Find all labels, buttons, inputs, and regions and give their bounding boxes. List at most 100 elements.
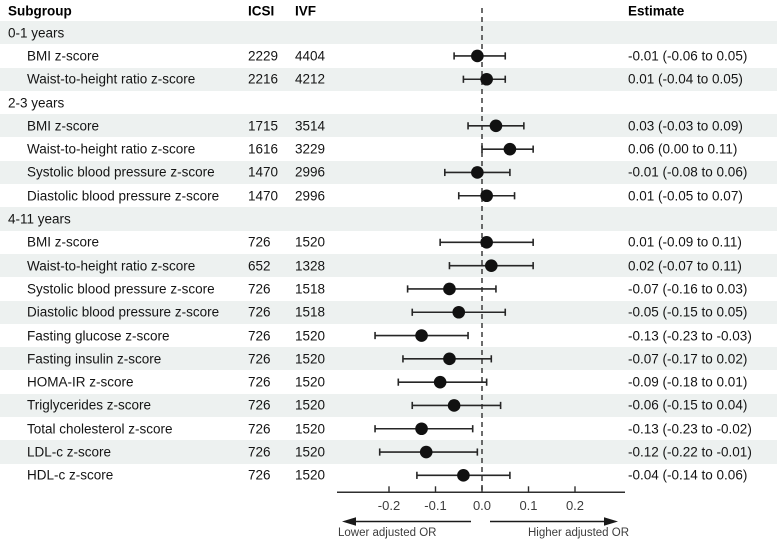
outcome-label: Waist-to-height ratio z-score (27, 258, 196, 274)
item-row: Waist-to-height ratio z-score 1616 3229 0.0… (0, 137, 777, 160)
section-row: 2-3 years (0, 91, 777, 114)
icsi-count: 1470 (248, 188, 279, 204)
ivf-count: 1328 (295, 258, 326, 274)
estimate-text: 0.06 (0.00 to 0.11) (628, 141, 738, 157)
outcome-label: Fasting insulin z-score (27, 351, 162, 367)
estimate-text: 0.01 (-0.05 to 0.07) (628, 188, 743, 204)
item-row: Waist-to-height ratio z-score 2216 4212 0.0… (0, 67, 777, 91)
outcome-label: LDL-c z-score (27, 444, 112, 460)
outcome-label: Systolic blood pressure z-score (27, 281, 215, 297)
outcome-label: Triglycerides z-score (27, 397, 152, 413)
estimate-text: -0.07 (-0.17 to 0.02) (628, 351, 748, 367)
column-header-ivf: IVF (295, 3, 317, 18)
icsi-count: 652 (248, 258, 271, 274)
icsi-count: 726 (248, 351, 271, 367)
ivf-count: 1520 (295, 397, 326, 413)
item-row: HDL-c z-score 726 1520 -0.04 (-0.14 to 0.06… (0, 464, 777, 487)
item-row: Systolic blood pressure z-score 726 1518 -0… (0, 277, 777, 300)
ivf-count: 3514 (295, 118, 326, 134)
icsi-count: 726 (248, 421, 271, 437)
item-row: Triglycerides z-score 726 1520 -0.06 (-0.15… (0, 393, 777, 418)
icsi-count: 726 (248, 304, 271, 320)
ivf-count: 1520 (295, 328, 326, 343)
outcome-label: Waist-to-height ratio z-score (27, 141, 196, 157)
outcome-label: HDL-c z-score (27, 467, 114, 483)
higher-direction-label: Higher adjusted OR (528, 527, 629, 539)
column-header-estimate: Estimate (628, 3, 685, 18)
outcome-label: Diastolic blood pressure z-score (27, 188, 220, 204)
ivf-count: 1520 (295, 467, 326, 483)
outcome-label: BMI z-score (27, 118, 100, 134)
icsi-count: 2216 (248, 71, 279, 87)
estimate-text: -0.01 (-0.08 to 0.06) (628, 164, 748, 180)
age-group-label: 2-3 years (8, 95, 65, 111)
estimate-text: -0.05 (-0.15 to 0.05) (628, 304, 748, 320)
estimate-text: -0.09 (-0.18 to 0.01) (628, 374, 748, 390)
item-row: HOMA-IR z-score 726 1520 -0.09 (-0.18 to 0.… (0, 370, 777, 393)
item-row: Systolic blood pressure z-score 1470 2996 -… (0, 160, 777, 185)
item-row: Diastolic blood pressure z-score 726 1518 -… (0, 300, 777, 324)
ivf-count: 1520 (295, 234, 326, 250)
ivf-count: 1518 (295, 281, 326, 297)
axis-tick-label: -0.1 (424, 498, 446, 513)
ivf-count: 1520 (295, 444, 326, 460)
estimate-text: -0.06 (-0.15 to 0.04) (628, 397, 748, 413)
table-header-row: Subgroup ICSI IVF Estimate (0, 0, 777, 21)
estimate-text: 0.03 (-0.03 to 0.09) (628, 118, 743, 134)
axis-tick-label: 0.2 (566, 498, 584, 513)
icsi-count: 726 (248, 234, 271, 250)
item-row: BMI z-score 1715 3514 0.03 (-0.03 to 0.09) (0, 114, 777, 138)
item-row: Waist-to-height ratio z-score 652 1328 0.02… (0, 253, 777, 278)
estimate-text: 0.02 (-0.07 to 0.11) (628, 258, 742, 274)
estimate-text: 0.01 (-0.09 to 0.11) (628, 234, 742, 250)
axis-tick-label: 0.1 (519, 498, 537, 513)
forest-table: Subgroup ICSI IVF Estimate 0-1 years BMI … (0, 0, 777, 487)
ivf-count: 4212 (295, 71, 326, 87)
table-body: 0-1 years BMI z-score 2229 4404 -0.01 (-0.06… (0, 21, 777, 487)
lower-direction-label: Lower adjusted OR (338, 527, 436, 539)
estimate-text: -0.13 (-0.23 to -0.03) (628, 328, 752, 343)
ivf-count: 1518 (295, 304, 326, 320)
outcome-label: HOMA-IR z-score (27, 374, 134, 390)
ivf-count: 2996 (295, 188, 326, 204)
ivf-count: 1520 (295, 374, 326, 390)
ivf-count: 2996 (295, 164, 326, 180)
item-row: Fasting glucose z-score 726 1520 -0.13 (-0.… (0, 324, 777, 347)
icsi-count: 726 (248, 328, 271, 343)
section-row: 4-11 years (0, 207, 777, 231)
age-group-label: 4-11 years (8, 211, 71, 227)
icsi-count: 726 (248, 467, 271, 483)
icsi-count: 1470 (248, 164, 279, 180)
estimate-text: -0.13 (-0.23 to -0.02) (628, 421, 752, 437)
icsi-count: 1616 (248, 141, 279, 157)
outcome-label: BMI z-score (27, 234, 100, 250)
item-row: BMI z-score 726 1520 0.01 (-0.09 to 0.11) (0, 231, 777, 254)
estimate-text: 0.01 (-0.04 to 0.05) (628, 71, 743, 87)
icsi-count: 1715 (248, 118, 279, 134)
axis-tick-label: 0.0 (473, 498, 491, 513)
item-row: LDL-c z-score 726 1520 -0.12 (-0.22 to -0.0… (0, 440, 777, 464)
item-row: Fasting insulin z-score 726 1520 -0.07 (-0.… (0, 347, 777, 371)
section-row: 0-1 years (0, 21, 777, 45)
column-header-subgroup: Subgroup (8, 3, 72, 18)
item-row: Total cholesterol z-score 726 1520 -0.13 (-… (0, 417, 777, 440)
estimate-text: -0.12 (-0.22 to -0.01) (628, 444, 752, 460)
outcome-label: Fasting glucose z-score (27, 328, 170, 343)
estimate-text: -0.01 (-0.06 to 0.05) (628, 48, 748, 64)
outcome-label: Waist-to-height ratio z-score (27, 71, 196, 87)
outcome-label: Total cholesterol z-score (27, 421, 173, 437)
icsi-count: 726 (248, 281, 271, 297)
lower-arrow-head-icon (342, 517, 356, 526)
icsi-count: 726 (248, 444, 271, 460)
icsi-count: 2229 (248, 48, 279, 64)
ivf-count: 4404 (295, 48, 326, 64)
outcome-label: Diastolic blood pressure z-score (27, 304, 220, 320)
icsi-count: 726 (248, 397, 271, 413)
higher-arrow-head-icon (604, 517, 618, 526)
axis-tick-label: -0.2 (378, 498, 400, 513)
item-row: BMI z-score 2229 4404 -0.01 (-0.06 to 0.05) (0, 44, 777, 67)
ivf-count: 1520 (295, 351, 326, 367)
outcome-label: Systolic blood pressure z-score (27, 164, 215, 180)
item-row: Diastolic blood pressure z-score 1470 2996… (0, 184, 777, 207)
